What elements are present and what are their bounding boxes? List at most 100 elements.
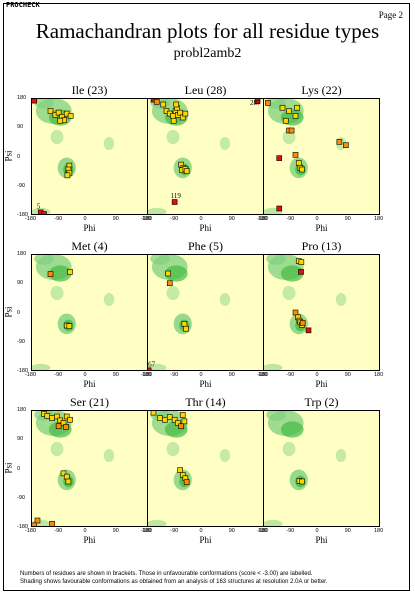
x-tick-label: -180 — [141, 216, 153, 222]
ramachandran-plot — [263, 98, 380, 215]
y-tick-label: 0 — [17, 465, 21, 472]
y-tick-label: 180 — [17, 407, 27, 413]
residue-point — [183, 479, 190, 485]
plot-border — [263, 98, 380, 215]
x-tick-label: -90 — [170, 528, 179, 534]
residue-point — [298, 259, 305, 265]
x-axis-label: Phi — [315, 535, 328, 545]
residue-point — [55, 109, 62, 116]
favourable-region — [34, 254, 54, 265]
favourable-region — [280, 421, 304, 438]
x-tick-label: -180 — [141, 528, 153, 534]
footer-notes: Numbers of residues are shown in bracket… — [20, 570, 410, 586]
x-tick-label: -90 — [54, 216, 63, 222]
y-tick-label: -180 — [17, 524, 29, 530]
ramachandran-plot: 5 — [31, 98, 148, 215]
x-tick-label: -180 — [257, 528, 269, 534]
favourable-region — [48, 265, 72, 282]
residue-label: 267 — [147, 360, 156, 368]
plot-svg: 267 — [147, 254, 264, 371]
favourable-region — [147, 207, 167, 215]
x-tick-label: -180 — [257, 216, 269, 222]
residue-point — [49, 415, 55, 421]
x-tick-label: -90 — [170, 372, 179, 378]
favourable-region — [50, 129, 64, 145]
residue-label: 5 — [37, 202, 41, 210]
residue-point — [177, 109, 183, 116]
x-axis-label: Phi — [315, 379, 328, 389]
residue-point — [171, 416, 178, 423]
page-title: Ramachandran plots for all residue types — [35, 19, 380, 43]
favourable-region — [282, 285, 296, 301]
residue-point — [67, 113, 74, 119]
y-tick-label: 90 — [17, 436, 24, 443]
favourable-region — [50, 285, 64, 301]
residue-label: 119 — [171, 192, 182, 200]
favourable-region — [335, 449, 347, 462]
y-tick-label: -180 — [17, 212, 29, 218]
favourable-region — [266, 254, 286, 265]
residue-point — [63, 413, 70, 420]
ramachandran-plot — [31, 410, 148, 527]
favourable-region — [282, 129, 296, 145]
favourable-region — [266, 410, 286, 421]
favourable-region — [219, 137, 231, 150]
x-tick-label: 90 — [228, 528, 235, 534]
residue-point — [336, 139, 343, 145]
x-tick-label: 90 — [344, 216, 351, 222]
residue-label: 287 — [250, 99, 261, 107]
favourable-region — [263, 519, 283, 527]
x-tick-label: 0 — [199, 372, 203, 378]
y-tick-label: 90 — [17, 280, 24, 287]
residue-point — [288, 127, 295, 134]
residue-point — [178, 423, 184, 430]
residue-point — [177, 467, 183, 473]
residue-point — [67, 269, 73, 275]
x-tick-label: -90 — [286, 528, 295, 534]
residue-point — [57, 117, 64, 124]
y-tick-label: 180 — [17, 95, 27, 101]
x-axis-label: Phi — [315, 223, 328, 233]
residue-point — [63, 473, 70, 480]
residue-point — [47, 271, 54, 277]
x-tick-label: 0 — [83, 372, 87, 378]
favourable-region — [280, 265, 304, 282]
residue-point — [64, 172, 71, 179]
footer-line-2: Shading shows favourable conformations a… — [20, 579, 328, 585]
x-tick-label: 90 — [228, 216, 235, 222]
x-tick-label: 0 — [315, 216, 319, 222]
plot-svg: 5 — [31, 98, 148, 215]
residue-point — [67, 416, 73, 423]
y-axis-label: Psi — [3, 149, 14, 162]
ramachandran-plot: 287 119 — [147, 98, 264, 215]
favourable-region — [335, 293, 347, 306]
x-tick-label: 0 — [83, 528, 87, 534]
favourable-region — [150, 254, 170, 265]
plot-title: Ser (21) — [70, 395, 109, 409]
x-tick-label: 180 — [258, 372, 268, 378]
program-name: PROCHECK — [6, 1, 40, 9]
y-tick-label: -180 — [17, 368, 29, 374]
x-axis-label: Phi — [83, 223, 96, 233]
residue-point — [44, 413, 51, 419]
plot-title: Thr (14) — [185, 395, 226, 409]
residue-point — [153, 99, 160, 105]
y-tick-label: 90 — [17, 124, 24, 131]
x-tick-label: 0 — [315, 528, 319, 534]
x-tick-label: 90 — [344, 372, 351, 378]
plot-svg — [31, 410, 148, 527]
x-tick-label: 180 — [258, 216, 268, 222]
residue-point — [162, 416, 168, 423]
residue-point — [183, 325, 189, 332]
y-tick-label: -90 — [17, 338, 25, 345]
favourable-region — [147, 363, 167, 371]
x-tick-label: 0 — [83, 216, 87, 222]
residue-point — [181, 321, 188, 327]
residue-point — [55, 423, 62, 430]
residue-point — [54, 413, 60, 420]
plot-title: Met (4) — [71, 239, 108, 253]
residue-point — [282, 117, 289, 124]
residue-point — [49, 520, 55, 527]
residue-point — [292, 152, 299, 158]
plot-svg — [263, 254, 380, 371]
